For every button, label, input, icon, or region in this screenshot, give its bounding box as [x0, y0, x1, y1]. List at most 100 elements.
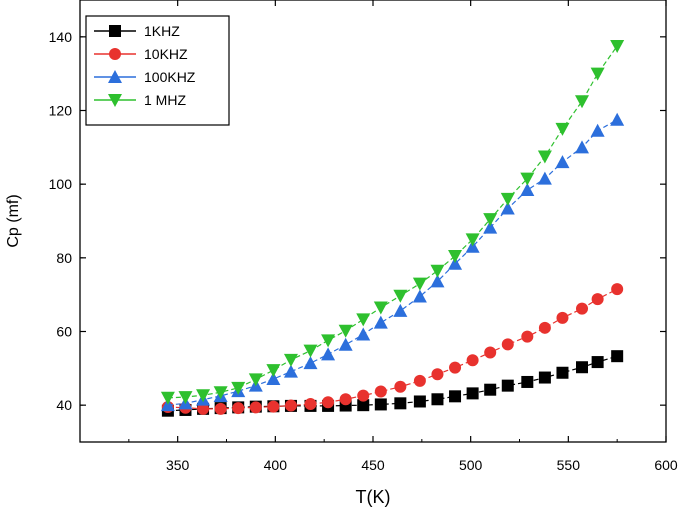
data-point — [283, 364, 298, 378]
data-point — [430, 264, 445, 278]
data-point — [610, 112, 625, 126]
x-tick-label: 450 — [361, 457, 385, 473]
data-point — [413, 395, 426, 408]
legend-item: 1 MHZ — [94, 92, 186, 108]
data-point — [538, 371, 551, 384]
data-point — [500, 201, 515, 215]
x-tick-label: 500 — [459, 457, 483, 473]
data-point — [374, 398, 387, 411]
series-2 — [161, 283, 624, 415]
data-point — [575, 140, 590, 154]
x-tick-label: 350 — [166, 457, 190, 473]
legend-marker — [109, 25, 121, 37]
axis-ticks: 350 400 450 500 550 600 40 60 80 100 120 140 — [49, 0, 678, 473]
x-axis-label: T(K) — [356, 487, 391, 507]
data-point — [267, 400, 280, 413]
data-point — [500, 192, 515, 206]
legend-marker — [108, 70, 122, 83]
data-point — [610, 40, 625, 54]
data-point — [394, 380, 407, 393]
data-point — [249, 401, 262, 414]
data-point — [356, 313, 371, 327]
legend-label: 1KHZ — [144, 23, 180, 39]
data-point — [537, 150, 552, 164]
data-point — [357, 399, 370, 412]
data-point — [466, 387, 479, 400]
data-point — [556, 366, 569, 379]
data-point — [338, 337, 353, 351]
legend-item: 10KHZ — [94, 46, 188, 62]
legend-label: 100KHZ — [144, 69, 196, 85]
data-point — [373, 301, 388, 315]
data-point — [465, 233, 480, 247]
data-point — [284, 399, 297, 412]
data-point — [611, 350, 624, 363]
data-point — [537, 171, 552, 185]
data-point — [521, 375, 534, 388]
legend: 1KHZ 10KHZ 100KHZ 1 MHZ — [85, 15, 230, 126]
data-point — [283, 353, 298, 367]
data-point — [393, 289, 408, 303]
data-point — [556, 311, 569, 324]
legend-item: 1KHZ — [94, 23, 180, 39]
data-point — [538, 321, 551, 334]
data-point — [374, 385, 387, 398]
data-point — [303, 344, 318, 358]
y-tick-label: 140 — [49, 29, 73, 45]
data-point — [266, 372, 281, 386]
y-axis-label: Cp (mf) — [5, 194, 22, 247]
data-point — [484, 346, 497, 359]
data-point — [356, 327, 371, 341]
data-point — [483, 220, 498, 234]
data-point — [449, 390, 462, 403]
data-point — [448, 256, 463, 270]
data-point — [338, 324, 353, 338]
data-point — [575, 95, 590, 109]
data-point — [160, 391, 175, 405]
data-point — [413, 374, 426, 387]
data-point — [576, 361, 589, 374]
data-point — [248, 373, 263, 387]
data-point — [339, 393, 352, 406]
data-point — [393, 303, 408, 317]
data-point — [412, 277, 427, 291]
data-point — [521, 330, 534, 343]
data-point — [576, 302, 589, 315]
data-point — [266, 364, 281, 378]
data-point — [214, 402, 227, 415]
data-point — [412, 289, 427, 303]
data-point — [322, 396, 335, 409]
data-point — [484, 383, 497, 396]
data-point — [591, 356, 604, 369]
data-point — [520, 183, 535, 197]
data-point — [448, 249, 463, 263]
y-tick-label: 40 — [56, 397, 72, 413]
y-tick-label: 100 — [49, 176, 73, 192]
data-point — [196, 389, 211, 403]
legend-marker — [108, 94, 122, 107]
data-point — [321, 334, 336, 348]
series-layer — [160, 40, 625, 417]
data-point — [449, 361, 462, 374]
data-point — [373, 315, 388, 329]
data-point — [590, 123, 605, 137]
data-point — [232, 402, 245, 415]
data-point — [431, 393, 444, 406]
data-point — [321, 347, 336, 361]
data-point — [178, 391, 193, 405]
data-point — [394, 397, 407, 410]
data-point — [483, 213, 498, 227]
data-point — [430, 274, 445, 288]
data-point — [231, 381, 246, 395]
data-point — [501, 338, 514, 351]
data-point — [590, 67, 605, 81]
data-point — [357, 389, 370, 402]
x-tick-label: 600 — [654, 457, 678, 473]
data-point — [303, 356, 318, 370]
y-tick-label: 120 — [49, 103, 73, 119]
data-point — [304, 398, 317, 411]
data-point — [555, 155, 570, 169]
data-point — [520, 172, 535, 186]
x-tick-label: 400 — [264, 457, 288, 473]
